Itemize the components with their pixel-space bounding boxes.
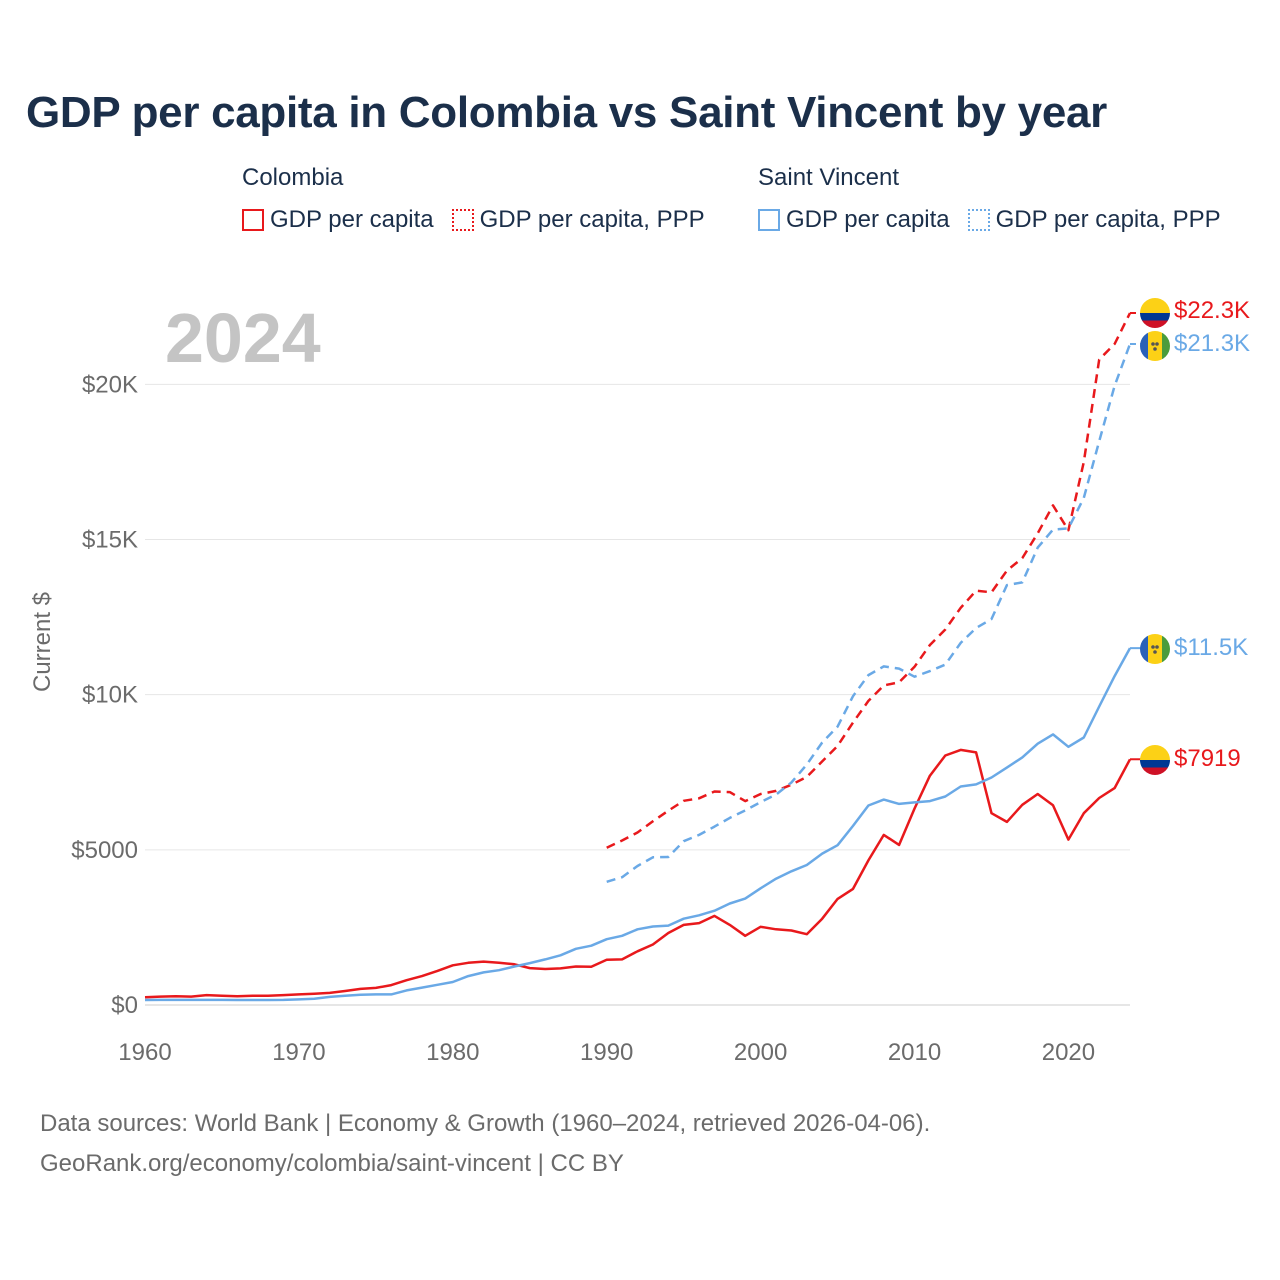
colombia-flag-icon <box>1140 745 1170 775</box>
y-tick-label: $15K <box>82 527 138 554</box>
year-watermark: 2024 <box>165 299 321 377</box>
x-tick-label: 1960 <box>118 1039 171 1066</box>
x-axis-ticks: 1960 1970 1980 1990 2000 2010 2020 <box>118 1039 1095 1066</box>
legend-item-colombia-gdp[interactable]: GDP per capita <box>242 206 434 234</box>
legend-swatch <box>967 209 990 231</box>
series-line-colombia-gdp-per-capita <box>144 748 1132 999</box>
source-line-1: Data sources: World Bank | Economy & Gro… <box>40 1110 931 1137</box>
x-tick-label: 2020 <box>1042 1039 1095 1066</box>
legend-item-saint-vincent-gdp[interactable]: GDP per capita <box>758 206 950 234</box>
end-label-saint-vincent-ppp: $21.3K <box>1174 330 1250 357</box>
saint-vincent-flag-icon <box>1140 331 1170 361</box>
saint-vincent-flag-icon <box>1140 634 1170 664</box>
x-tick-label: 2010 <box>888 1039 941 1066</box>
legend-swatch <box>758 209 780 231</box>
y-axis-ticks: $0 $5000 $10K $15K $20K <box>71 371 138 1019</box>
legend-group-colombia: Colombia GDP per capita GDP per capita, … <box>242 160 723 234</box>
x-tick-label: 1980 <box>426 1039 479 1066</box>
colombia-flag-icon <box>1140 298 1170 328</box>
y-tick-label: $5000 <box>71 837 138 864</box>
legend-group-saint-vincent: Saint Vincent GDP per capita GDP per cap… <box>758 160 1239 234</box>
legend-item-colombia-ppp[interactable]: GDP per capita, PPP <box>451 206 705 234</box>
y-tick-label: $20K <box>82 371 138 398</box>
source-note: Data sources: World Bank | Economy & Gro… <box>40 1104 930 1184</box>
x-tick-label: 2000 <box>734 1039 787 1066</box>
x-tick-label: 1990 <box>580 1039 633 1066</box>
end-label-colombia-ppp: $22.3K <box>1174 297 1250 324</box>
source-line-2: GeoRank.org/economy/colombia/saint-vince… <box>40 1150 624 1177</box>
legend-label: GDP per capita <box>786 206 950 233</box>
legend-label: GDP per capita <box>270 206 434 233</box>
gridlines <box>145 383 1130 851</box>
y-tick-label: $0 <box>111 992 138 1019</box>
series-line-colombia-gdp-per-capita-ppp <box>606 312 1132 849</box>
legend-swatch <box>451 209 474 231</box>
y-tick-label: $10K <box>82 682 138 709</box>
x-tick-label: 1970 <box>272 1039 325 1066</box>
series-line-saint-vincent-gdp-per-capita <box>144 647 1132 1002</box>
series-lines <box>144 312 1142 1002</box>
y-axis-label: Current $ <box>29 592 56 692</box>
legend-group-name: Saint Vincent <box>758 164 899 191</box>
chart-title: GDP per capita in Colombia vs Saint Vinc… <box>26 88 1107 137</box>
legend-swatch <box>242 209 264 231</box>
end-label-saint-vincent-gdp: $11.5K <box>1174 634 1248 661</box>
legend-label: GDP per capita, PPP <box>479 206 705 233</box>
legend-label: GDP per capita, PPP <box>995 206 1221 233</box>
legend-item-saint-vincent-ppp[interactable]: GDP per capita, PPP <box>967 206 1221 234</box>
legend-group-name: Colombia <box>242 164 344 191</box>
end-label-colombia-gdp: $7919 <box>1174 745 1241 772</box>
series-line-saint-vincent-gdp-per-capita-ppp <box>606 343 1132 883</box>
